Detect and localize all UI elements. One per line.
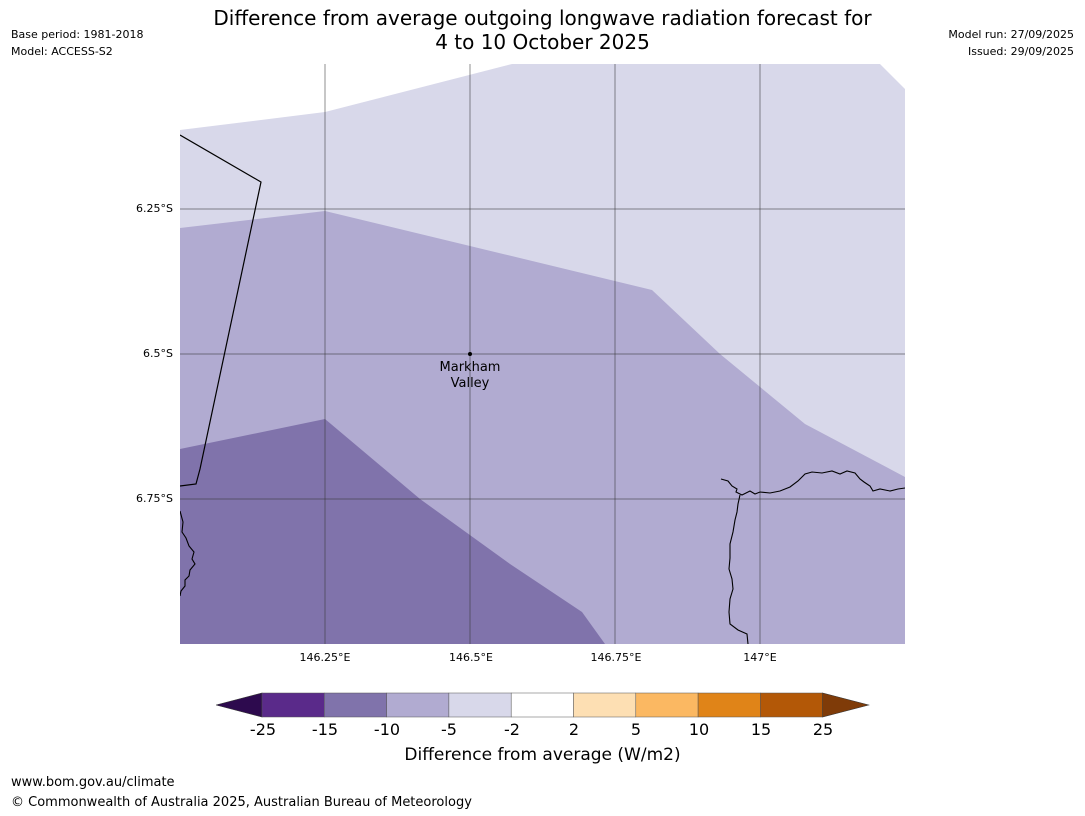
colorbar-segment xyxy=(760,692,823,718)
model-text: Model: ACCESS-S2 xyxy=(11,45,113,58)
place-label-markham-valley: Markham Valley xyxy=(425,360,515,392)
issued-text: Issued: 29/09/2025 xyxy=(967,45,1074,58)
lat-label-6-25: 6.25°S xyxy=(136,202,173,215)
map-canvas xyxy=(180,64,905,644)
header-meta-right: Model run: 27/09/2025 Issued: 29/09/2025 xyxy=(948,26,1074,60)
colorbar-tick: -10 xyxy=(373,720,401,739)
zone-dark xyxy=(180,419,605,644)
map-top-edge xyxy=(180,64,512,130)
colorbar-tick: -5 xyxy=(441,720,457,739)
model-run-text: Model run: 27/09/2025 xyxy=(948,28,1074,41)
colorbar-tick: 15 xyxy=(750,720,772,739)
colorbar-tick: -25 xyxy=(249,720,277,739)
coastline-east xyxy=(720,470,905,644)
colorbar-segment xyxy=(573,692,637,718)
country-border xyxy=(180,134,262,487)
colorbar-segment xyxy=(697,692,761,718)
colorbar-svg xyxy=(214,692,870,718)
colorbar-title: Difference from average (W/m2) xyxy=(404,745,681,765)
map-title: Difference from average outgoing longwav… xyxy=(0,6,1085,54)
map-title-line1: Difference from average outgoing longwav… xyxy=(213,6,872,30)
lon-label-147: 147°E xyxy=(743,651,777,664)
lon-label-146-5: 146.5°E xyxy=(449,651,493,664)
colorbar-tick: 25 xyxy=(812,720,834,739)
colorbar-tick: 5 xyxy=(630,720,642,739)
colorbar-tick: -15 xyxy=(311,720,339,739)
header-meta-left: Base period: 1981-2018 Model: ACCESS-S2 xyxy=(11,26,143,60)
markham-valley-marker xyxy=(468,352,472,356)
lat-label-6-75: 6.75°S xyxy=(136,492,173,505)
place-label-line1: Markham xyxy=(439,360,501,375)
colorbar-segment xyxy=(261,692,325,718)
colorbar-arrow-low xyxy=(214,692,263,718)
map-corner xyxy=(880,64,905,89)
colorbar-segment xyxy=(635,692,699,718)
footer-url[interactable]: www.bom.gov.au/climate xyxy=(11,775,175,790)
colorbar-segment xyxy=(448,692,512,718)
colorbar-tick: -2 xyxy=(504,720,520,739)
colorbar-segment xyxy=(386,692,450,718)
colorbar-segment xyxy=(324,692,387,718)
lat-label-6-5: 6.5°S xyxy=(143,347,173,360)
base-period-text: Base period: 1981-2018 xyxy=(11,28,144,41)
coastline-west xyxy=(180,510,196,597)
colorbar xyxy=(214,692,870,724)
colorbar-arrow-high xyxy=(822,692,870,718)
colorbar-tick: 10 xyxy=(688,720,710,739)
lon-label-146-75: 146.75°E xyxy=(590,651,642,664)
colorbar-tick: 2 xyxy=(568,720,580,739)
map-title-line2: 4 to 10 October 2025 xyxy=(435,30,650,54)
place-label-line2: Valley xyxy=(450,376,490,391)
forecast-map[interactable] xyxy=(180,64,905,644)
footer-copyright: © Commonwealth of Australia 2025, Austra… xyxy=(11,795,472,810)
lon-label-146-25: 146.25°E xyxy=(299,651,351,664)
colorbar-segment xyxy=(510,692,574,718)
